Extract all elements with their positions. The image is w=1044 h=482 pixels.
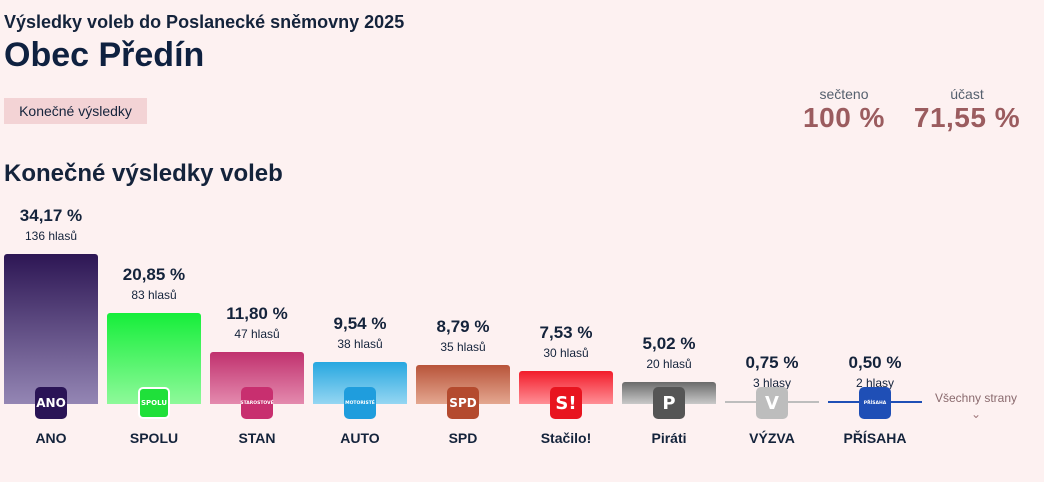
percent-label: 20,85 % [122, 264, 186, 284]
chevron-down-icon: ⌄ [970, 407, 982, 421]
party-name-vzva: VÝZVA [749, 430, 795, 446]
party-name-spd: SPD [448, 430, 478, 446]
logo-spolu-icon[interactable]: SPOLU [138, 387, 170, 419]
page-supertitle: Výsledky voleb do Poslanecké sněmovny 20… [4, 12, 405, 32]
votes-label: 83 hlasů [131, 287, 177, 302]
logo-spd-icon[interactable]: SPD [447, 387, 479, 419]
bar-ano [4, 254, 98, 404]
votes-label: 38 hlasů [337, 337, 383, 352]
status-badge: Konečné výsledky [4, 98, 147, 124]
percent-label: 5,02 % [642, 334, 696, 353]
counted-value: 100 % [803, 102, 885, 133]
logo-auto-icon[interactable]: MOTORISTÉ [344, 387, 376, 419]
page-title: Obec Předín [4, 36, 205, 74]
all-parties-link[interactable]: Všechny strany ⌄ [930, 391, 1022, 421]
percent-label: 9,54 % [333, 314, 387, 334]
logo-psaha-icon[interactable]: PŘÍSAHA [859, 387, 891, 419]
party-name-psaha: PŘÍSAHA [843, 430, 907, 446]
logo-stailo-icon[interactable]: S! [550, 387, 582, 419]
percent-label: 34,17 % [19, 206, 83, 226]
percent-label: 8,79 % [436, 317, 490, 337]
party-name-auto: AUTO [340, 430, 380, 446]
party-name-pirti: Piráti [651, 430, 687, 446]
logo-vzva-icon[interactable]: V [756, 387, 788, 419]
party-name-stan: STAN [238, 430, 276, 446]
votes-label: 20 hlasů [646, 357, 692, 371]
party-name-stailo: Stačilo! [540, 430, 592, 446]
logo-ano-icon[interactable]: ANO [35, 387, 67, 419]
votes-label: 30 hlasů [543, 346, 589, 361]
votes-label: 136 hlasů [24, 229, 78, 244]
logo-stan-icon[interactable]: STAROSTOVÉ [240, 387, 274, 419]
counted-stat: sečteno 100 % [796, 86, 892, 134]
votes-label: 47 hlasů [234, 327, 280, 342]
party-name-ano: ANO [35, 430, 67, 446]
percent-label: 7,53 % [539, 323, 593, 343]
logo-pirti-icon[interactable]: P [653, 387, 685, 419]
turnout-value: 71,55 % [913, 102, 1021, 133]
votes-label: 35 hlasů [440, 340, 486, 355]
all-parties-label: Všechny strany [934, 391, 1018, 405]
counted-label: sečteno [819, 86, 869, 102]
turnout-label: účast [950, 86, 984, 102]
turnout-stat: účast 71,55 % [908, 86, 1026, 134]
party-name-spolu: SPOLU [129, 430, 179, 446]
percent-label: 11,80 % [226, 304, 288, 324]
percent-label: 0,75 % [745, 353, 799, 372]
percent-label: 0,50 % [848, 353, 902, 372]
section-title: Konečné výsledky voleb [4, 160, 283, 187]
